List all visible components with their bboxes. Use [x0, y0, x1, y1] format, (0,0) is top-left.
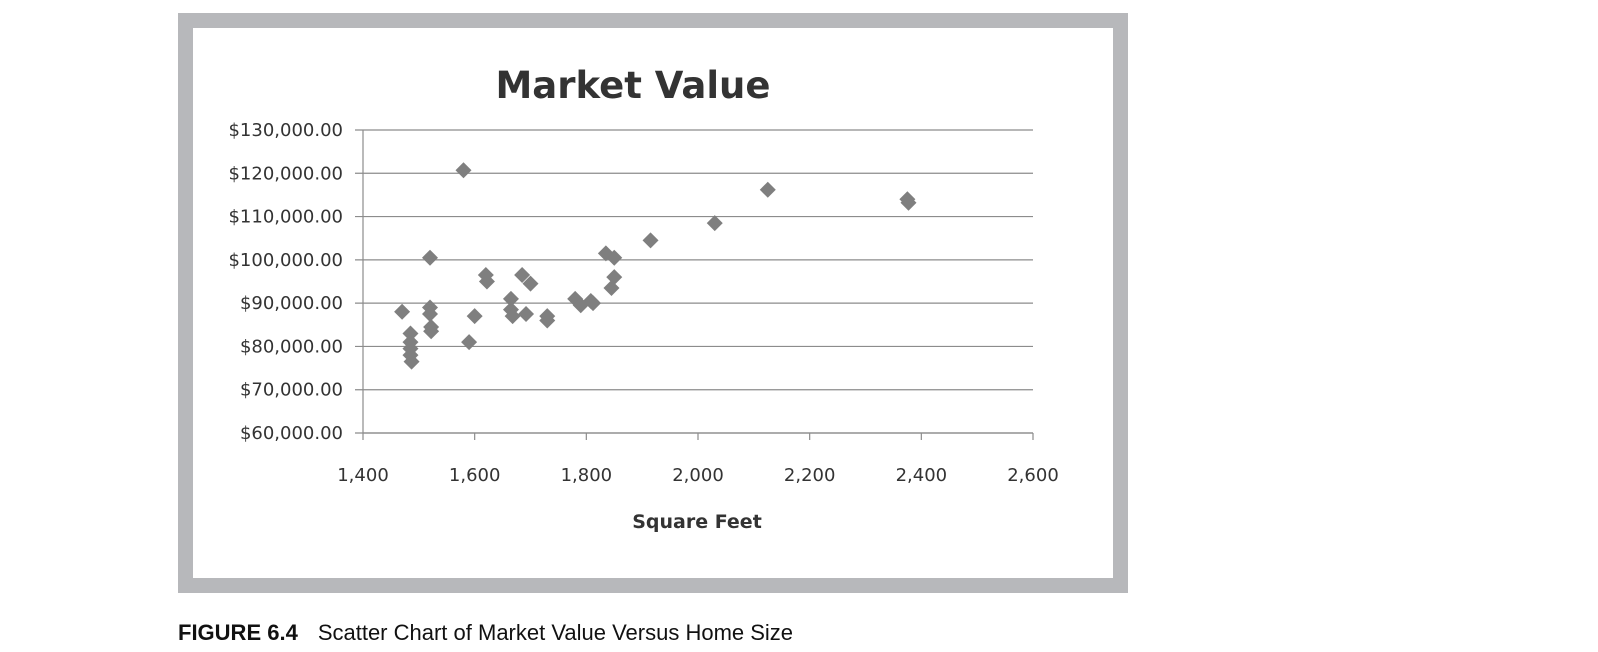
x-tick-label: 2,400	[896, 465, 948, 486]
y-tick-label: $120,000.00	[228, 163, 343, 184]
data-point	[539, 312, 556, 329]
figure-number: FIGURE 6.4	[178, 620, 298, 645]
y-tick-label: $90,000.00	[240, 293, 343, 314]
y-tick-label: $80,000.00	[240, 336, 343, 357]
data-point	[394, 303, 411, 320]
data-point	[514, 267, 531, 284]
chart-title: Market Value	[495, 64, 770, 107]
data-points	[394, 162, 917, 370]
data-point	[502, 290, 519, 307]
x-tick-label: 2,200	[784, 465, 836, 486]
data-point	[603, 279, 620, 296]
y-tick-label: $100,000.00	[228, 250, 343, 271]
data-point	[423, 323, 440, 340]
x-tick-label: 2,600	[1007, 465, 1059, 486]
data-point	[900, 194, 917, 211]
figure-caption-text: Scatter Chart of Market Value Versus Hom…	[317, 620, 794, 645]
y-tick-label: $110,000.00	[228, 207, 343, 228]
data-point	[466, 308, 483, 325]
data-point	[403, 353, 420, 370]
data-point	[606, 269, 623, 286]
scatter-chart: Market Value $60,000.00 $70,000.00 $80,000…	[228, 64, 1059, 533]
data-point	[606, 249, 623, 266]
y-tick-label: $60,000.00	[240, 423, 343, 444]
x-tick-label: 1,800	[561, 465, 613, 486]
y-tick-label: $70,000.00	[240, 380, 343, 401]
y-tick-label: $130,000.00	[228, 120, 343, 141]
data-point	[422, 249, 438, 266]
data-point	[478, 273, 495, 290]
data-point	[502, 301, 519, 318]
data-point	[461, 334, 478, 351]
data-point	[585, 295, 602, 312]
chart-area: Market Value $60,000.00 $70,000.00 $80,000…	[193, 28, 1113, 578]
data-point	[642, 232, 659, 249]
x-tick-labels: 1,400 1,600 1,800 2,000 2,200 2,400 2,600	[337, 465, 1059, 486]
y-tick-labels: $60,000.00 $70,000.00 $80,000.00 $90,000.00…	[228, 120, 343, 444]
data-point	[455, 162, 472, 179]
x-tick-label: 1,400	[337, 465, 389, 486]
axes	[362, 130, 1034, 440]
data-point	[504, 308, 521, 325]
x-axis-title: Square Feet	[632, 511, 762, 533]
chart-frame: Market Value $60,000.00 $70,000.00 $80,000…	[178, 13, 1128, 593]
data-point	[522, 275, 539, 292]
data-point	[402, 325, 419, 342]
x-tick-label: 2,000	[672, 465, 724, 486]
gridlines	[355, 129, 1033, 434]
data-point	[518, 305, 535, 322]
data-point	[706, 215, 723, 232]
data-point	[759, 181, 776, 198]
x-tick-label: 1,600	[449, 465, 501, 486]
data-point	[422, 305, 438, 322]
figure-caption: FIGURE 6.4 Scatter Chart of Market Value …	[178, 620, 793, 646]
